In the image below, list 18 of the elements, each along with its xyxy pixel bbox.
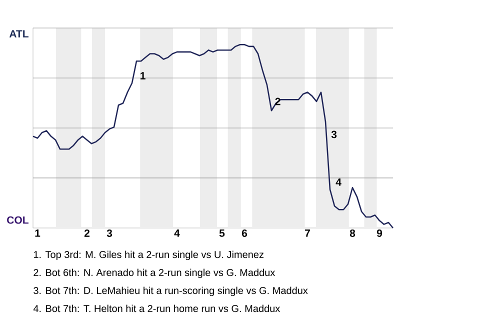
x-tick-label: 3 [106, 230, 112, 237]
text: 1. Top 3rd: M. Giles hit a 2-run single vs U. Jimenez [34, 250, 264, 260]
text: COL [7, 216, 28, 224]
annotation: 4 [336, 178, 342, 186]
x-tick-label: 8 [350, 230, 356, 237]
text: 3. Bot 7th: D. LeMahieu hit a run-scoring single vs G. Maddux [34, 286, 308, 296]
x-tick-label: 1 [35, 230, 40, 237]
x-tick-label: 2 [84, 230, 90, 237]
text: 2. Bot 6th: N. Arenado hit a 2-run single vs G. Maddux [34, 268, 276, 278]
x-tick-label: 5 [219, 230, 225, 237]
x-tick-label: 6 [242, 230, 248, 237]
x-tick-label: 4 [174, 230, 180, 237]
annotation: 1 [140, 72, 146, 80]
text: ATL [9, 30, 28, 38]
x-tick-label: 9 [376, 230, 382, 237]
annotation: 3 [331, 130, 337, 138]
text: 4. Bot 7th: T. Helton hit a 2-run home run vs G. Maddux [33, 304, 280, 312]
x-tick-label: 7 [305, 230, 310, 237]
